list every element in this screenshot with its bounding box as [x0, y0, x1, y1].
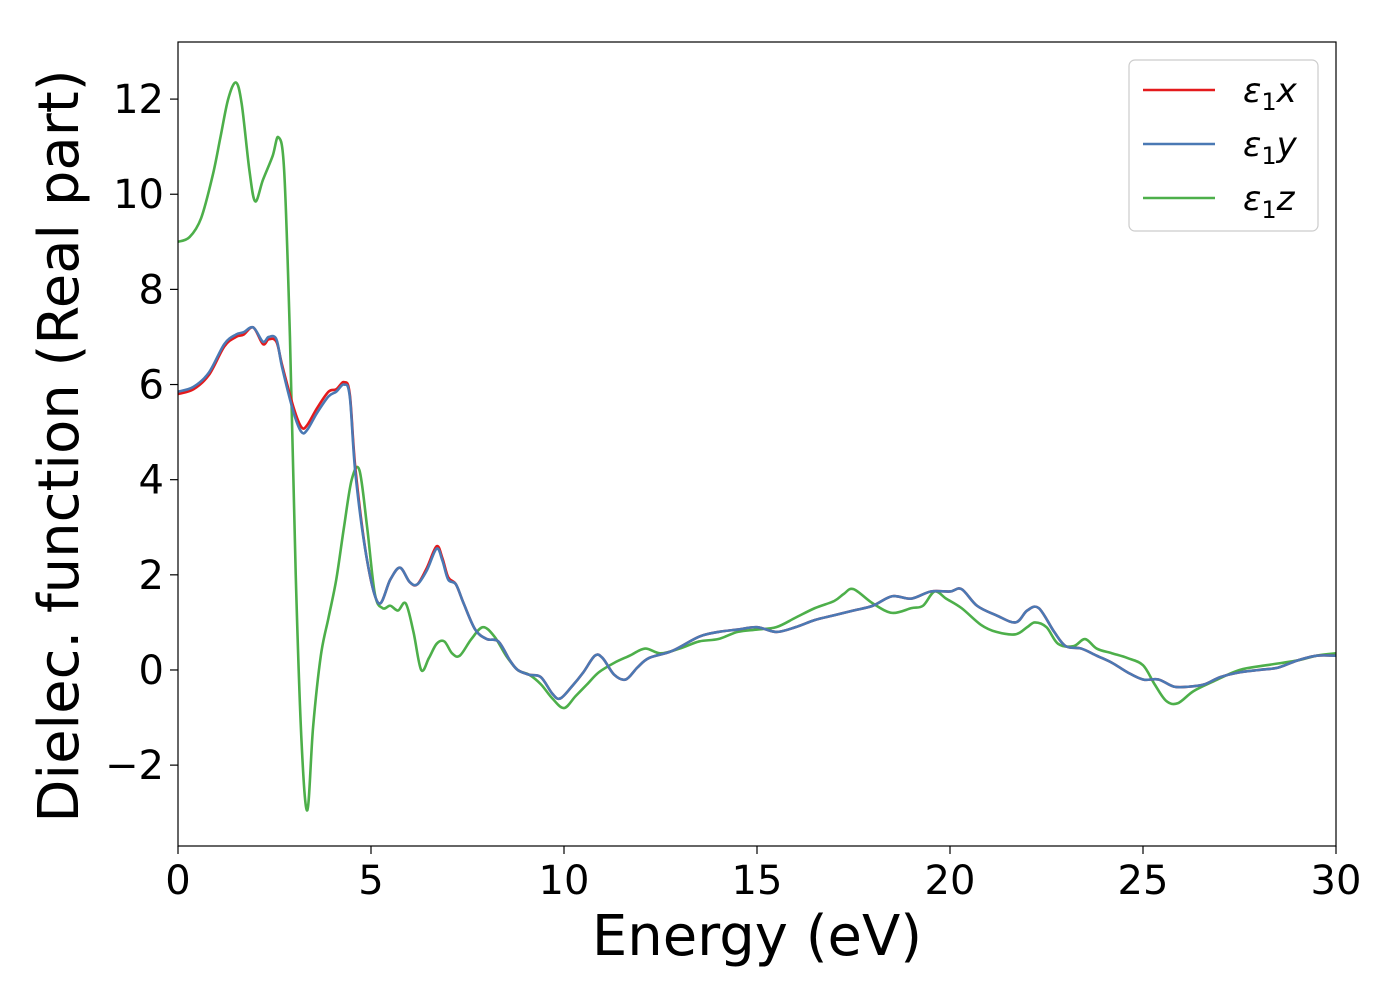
legend: ε1x ε1y ε1z [1128, 59, 1319, 232]
x-tick-label: 15 [732, 858, 783, 904]
series-line-z [178, 81, 1336, 812]
series-layer [178, 81, 1336, 812]
y-axis-title: Dielec. function (Real part) [27, 69, 92, 822]
y-tick-label: 12 [113, 77, 164, 123]
x-tick-label: 20 [925, 858, 976, 904]
x-tick-label: 0 [165, 858, 190, 904]
x-tick-label: 30 [1311, 858, 1362, 904]
y-tick-label: 2 [139, 553, 164, 599]
y-tick-label: 10 [113, 172, 164, 218]
y-tick-label: 4 [139, 458, 164, 504]
series-line-y [178, 325, 1336, 701]
legend-label-x: ε1x [1243, 71, 1298, 116]
legend-label-y: ε1y [1243, 125, 1298, 170]
x-tick-label: 10 [539, 858, 590, 904]
y-tick-label: −2 [105, 743, 164, 789]
y-axis-ticks: −2 0 2 4 6 8 10 12 [105, 77, 178, 789]
legend-label-z: ε1z [1243, 179, 1296, 224]
series-line-x [178, 325, 1336, 701]
y-tick-label: 6 [139, 363, 164, 409]
x-tick-label: 5 [358, 858, 383, 904]
y-tick-label: 8 [139, 267, 164, 313]
x-axis-ticks: 0 5 10 15 20 25 30 [165, 846, 1361, 904]
y-tick-label: 0 [139, 648, 164, 694]
x-tick-label: 25 [1118, 858, 1169, 904]
legend-box [1128, 59, 1319, 232]
x-axis-title: Energy (eV) [592, 904, 922, 969]
